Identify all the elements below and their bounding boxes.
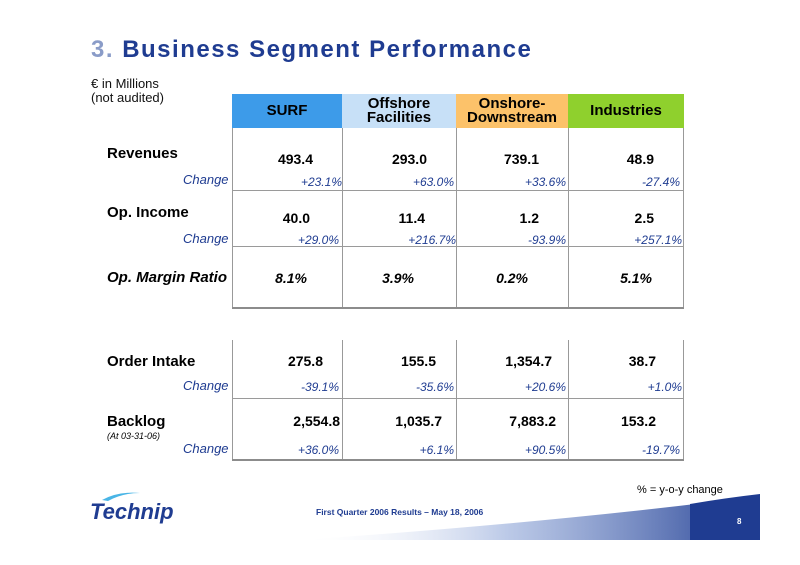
header-industries: Industries: [568, 94, 684, 128]
units-note: € in Millions (not audited): [91, 77, 164, 105]
units-line-currency: € in Millions: [91, 76, 159, 91]
table1-rule: [232, 190, 684, 191]
header-offshore-facilities: Offshore Facilities: [342, 94, 456, 128]
table1-divider: [232, 128, 233, 308]
revenues-onshore: 739.1: [503, 151, 539, 167]
page-number: 8: [737, 517, 742, 526]
title-text: Business Segment Performance: [122, 36, 533, 63]
op-income-label: Op. Income: [107, 204, 189, 221]
revenues-change-offshore: +63.0%: [412, 175, 454, 189]
op-income-change-industries: +257.1%: [634, 233, 682, 247]
order-change-label: Change: [183, 378, 229, 393]
title-number: 3.: [91, 36, 115, 63]
revenues-industries: 48.9: [626, 151, 654, 167]
table2-divider: [568, 340, 569, 461]
backlog-change-label: Change: [183, 441, 229, 456]
yoy-footnote: % = y-o-y change: [637, 484, 723, 496]
backlog-offshore: 1,035.7: [395, 413, 442, 429]
logo-text: Technip: [90, 499, 174, 524]
order-intake-industries: 38.7: [628, 353, 656, 369]
table2-rule: [232, 398, 684, 399]
revenues-label: Revenues: [107, 145, 178, 162]
table1-divider: [568, 128, 569, 308]
header-offshore-line2: Facilities: [366, 109, 432, 126]
backlog-change-industries: -19.7%: [641, 443, 680, 457]
technip-logo: Technip: [90, 492, 174, 524]
table1-bottom-rule: [232, 307, 684, 309]
revenues-change-surf: +23.1%: [300, 175, 342, 189]
backlog-industries: 153.2: [620, 413, 656, 429]
revenues-surf: 493.4: [277, 151, 313, 167]
header-industries-label: Industries: [590, 102, 662, 119]
header-onshore-line1: Onshore-: [478, 95, 546, 112]
order-change-industries: +1.0%: [647, 380, 682, 394]
table2-divider: [232, 340, 233, 461]
op-income-change-onshore: -93.9%: [527, 233, 566, 247]
revenues-change-label: Change: [183, 172, 229, 187]
op-margin-onshore: 0.2%: [496, 270, 528, 286]
op-margin-offshore: 3.9%: [382, 270, 414, 286]
slide-title: 3. Business Segment Performance: [91, 36, 532, 64]
order-change-surf: -39.1%: [300, 380, 339, 394]
header-onshore-downstream: Onshore- Downstream: [456, 94, 568, 128]
backlog-change-onshore: +90.5%: [524, 443, 566, 457]
table2-bottom-rule: [232, 459, 684, 461]
revenues-change-onshore: +33.6%: [524, 175, 566, 189]
revenues-offshore: 293.0: [391, 151, 427, 167]
table2-divider: [683, 340, 684, 461]
table1-divider: [456, 128, 457, 308]
backlog-change-surf: +36.0%: [297, 443, 339, 457]
header-surf-label: SURF: [266, 102, 308, 119]
backlog-surf: 2,554.8: [293, 413, 340, 429]
footer-swoosh: [300, 494, 760, 540]
header-surf: SURF: [232, 94, 342, 128]
op-margin-industries: 5.1%: [620, 270, 652, 286]
op-income-surf: 40.0: [282, 210, 310, 226]
backlog-change-offshore: +6.1%: [419, 443, 454, 457]
op-margin-surf: 8.1%: [275, 270, 307, 286]
table2-divider: [342, 340, 343, 461]
header-onshore-line2: Downstream: [466, 109, 558, 126]
op-margin-label: Op. Margin Ratio: [107, 269, 227, 286]
table1-divider: [683, 128, 684, 308]
order-intake-offshore: 155.5: [400, 353, 436, 369]
event-footer: First Quarter 2006 Results – May 18, 200…: [316, 507, 484, 517]
op-income-change-offshore: +216.7%: [408, 233, 456, 247]
order-intake-surf: 275.8: [287, 353, 323, 369]
table2-divider: [456, 340, 457, 461]
op-income-industries: 2.5: [634, 210, 654, 226]
op-income-change-surf: +29.0%: [297, 233, 339, 247]
units-line-audit: (not audited): [91, 90, 164, 105]
revenues-change-industries: -27.4%: [641, 175, 680, 189]
backlog-label: Backlog: [107, 413, 166, 430]
op-income-onshore: 1.2: [519, 210, 539, 226]
order-change-onshore: +20.6%: [524, 380, 566, 394]
order-intake-onshore: 1,354.7: [505, 353, 552, 369]
backlog-onshore: 7,883.2: [509, 413, 556, 429]
op-income-change-label: Change: [183, 231, 229, 246]
table1-divider: [342, 128, 343, 308]
order-change-offshore: -35.6%: [415, 380, 454, 394]
header-offshore-line1: Offshore: [367, 95, 431, 112]
order-intake-label: Order Intake: [107, 353, 196, 370]
table1-rule: [232, 246, 684, 247]
backlog-date-label: (At 03-31-06): [107, 431, 161, 441]
op-income-offshore: 11.4: [398, 210, 425, 226]
